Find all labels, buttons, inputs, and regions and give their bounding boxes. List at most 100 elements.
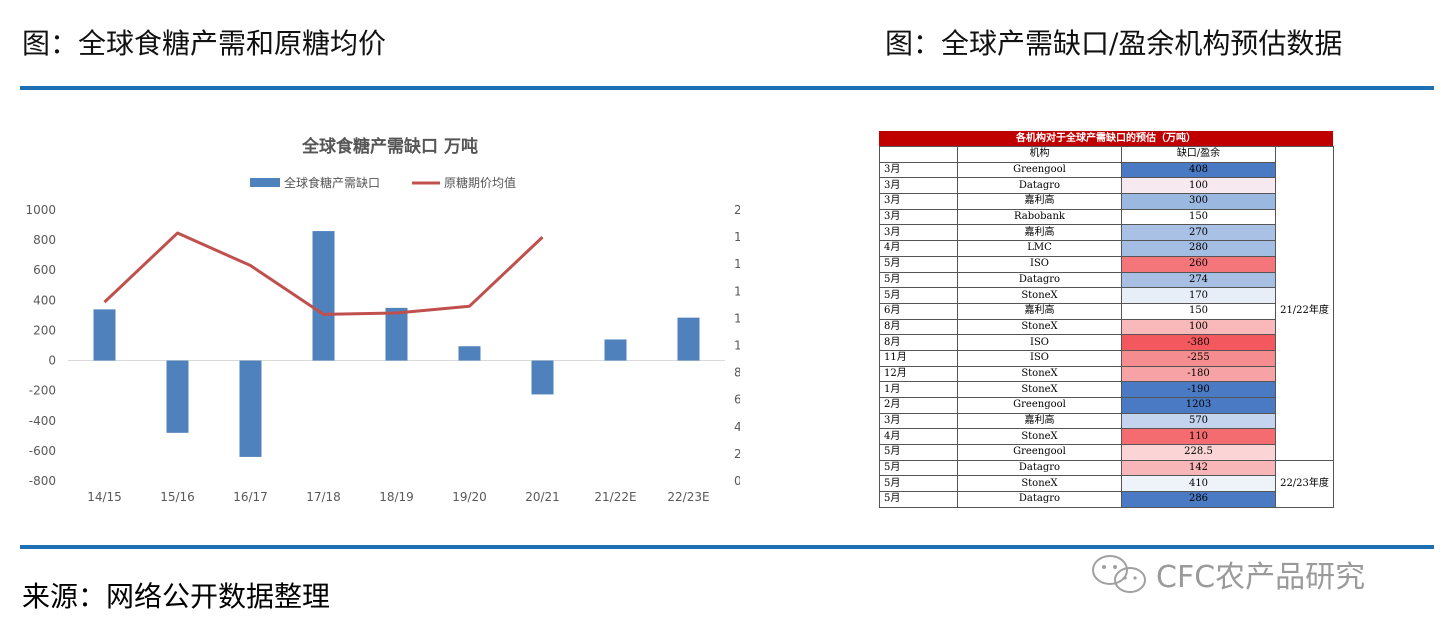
org-cell: ISO [957,349,1122,367]
bar [93,309,116,361]
value-cell: 100 [1121,177,1276,195]
value-cell: 286 [1121,491,1276,508]
y-left-tick-label: 1000 [25,203,56,217]
y-left-tick-label: 400 [33,293,56,307]
month-cell: 3月 [879,161,958,179]
y-right-tick-label: 18 [734,230,740,244]
org-cell: 嘉利高 [957,224,1122,242]
month-cell: 12月 [879,365,958,383]
table-row: 6月 嘉利高 150 [879,302,1334,320]
org-cell: StoneX [957,381,1122,398]
y-right-tick-label: 16 [734,257,740,271]
org-cell: Datagro [957,459,1122,477]
table-row: 5月 Datagro 286 [879,491,1334,508]
value-cell: 150 [1121,302,1276,320]
month-cell: 3月 [879,412,958,430]
top-divider [20,86,1434,90]
month-cell: 3月 [879,177,958,195]
table-row: 3月 Rabobank 150 [879,208,1334,226]
wechat-logo-icon [1092,555,1146,593]
x-tick-label: 15/16 [160,490,195,504]
y-right-tick-label: 14 [734,284,740,298]
org-cell: Datagro [957,271,1122,289]
y-left-tick-label: -400 [29,414,56,428]
value-cell: 300 [1121,193,1276,210]
value-cell: 142 [1121,459,1276,477]
value-cell: 280 [1121,240,1276,257]
org-cell: ISO [957,255,1122,273]
y-right-tick-label: 2 [734,447,740,461]
y-right-tick-label: 12 [734,311,740,325]
x-tick-label: 14/15 [87,490,122,504]
page-title-left: 图：全球食糖产需和原糖均价 [22,27,387,60]
month-cell: 4月 [879,240,958,257]
org-cell: StoneX [957,365,1122,383]
table-row: 1月 StoneX -190 [879,381,1334,398]
value-cell: 570 [1121,412,1276,430]
source-note: 来源：网络公开数据整理 [22,580,331,613]
month-cell: 6月 [879,302,958,320]
y-left-tick-label: -600 [29,444,56,458]
x-tick-label: 21/22E [594,490,636,504]
bar [239,360,262,457]
header-value: 缺口/盈余 [1121,146,1276,163]
table-row: 12月 StoneX -180 [879,365,1334,383]
y-left-tick-label: 200 [33,323,56,337]
y-left-tick-label: -800 [29,474,56,488]
y-left-tick-label: -200 [29,384,56,398]
org-cell: Rabobank [957,208,1122,226]
month-cell: 5月 [879,459,958,477]
y-left-tick-label: 800 [33,233,56,247]
org-cell: 嘉利高 [957,302,1122,320]
org-cell: 嘉利高 [957,193,1122,210]
org-cell: StoneX [957,428,1122,446]
bar [385,307,408,361]
value-cell: 228.5 [1121,444,1276,461]
table-row: 2月 Greengool 1203 [879,397,1334,414]
bar [166,360,189,433]
month-cell: 5月 [879,271,958,289]
org-cell: Datagro [957,491,1122,508]
month-cell: 3月 [879,208,958,226]
legend-line-label: 原糖期价均值 [444,175,516,190]
value-cell: 260 [1121,255,1276,273]
table-row: 4月 StoneX 110 [879,428,1334,446]
table-header-row: 机构 缺口/盈余 [879,146,1334,163]
header-org: 机构 [957,146,1122,163]
x-tick-label: 19/20 [452,490,487,504]
value-cell: 410 [1121,475,1276,493]
table-row: 5月 Datagro 142 22/23年度 [879,459,1334,508]
month-cell: 3月 [879,193,958,210]
y-right-tick-label: 10 [734,339,740,353]
table-row: 3月 嘉利高 270 [879,224,1334,242]
x-tick-label: 18/19 [379,490,414,504]
value-cell: 100 [1121,318,1276,336]
bar [604,339,627,361]
header-month [879,146,958,163]
value-cell: 270 [1121,224,1276,242]
table-row: 3月 Greengool 408 21/22年度 [879,161,1334,461]
month-cell: 5月 [879,475,958,493]
month-cell: 3月 [879,224,958,242]
table-row: 8月 ISO -380 [879,334,1334,351]
value-cell: -180 [1121,365,1276,383]
value-cell: 274 [1121,271,1276,289]
org-cell: Datagro [957,177,1122,195]
org-cell: StoneX [957,475,1122,493]
month-cell: 5月 [879,287,958,304]
month-cell: 5月 [879,491,958,508]
table-row: 5月 Greengool 228.5 [879,444,1334,461]
price-line [103,231,544,316]
month-cell: 1月 [879,381,958,398]
table-row: 3月 嘉利高 570 [879,412,1334,430]
forecast-table-title: 各机构对于全球产需缺口的预估（万吨） [879,131,1333,146]
org-cell: StoneX [957,287,1122,304]
x-tick-label: 17/18 [306,490,341,504]
chart-title: 全球食糖产需缺口 万吨 [301,136,478,157]
y-right-tick-label: 8 [734,366,740,380]
legend-bar-swatch [250,178,280,187]
table-row: 5月 StoneX 170 [879,287,1334,304]
bar [531,360,554,395]
legend-bar-label: 全球食糖产需缺口 [284,175,380,190]
